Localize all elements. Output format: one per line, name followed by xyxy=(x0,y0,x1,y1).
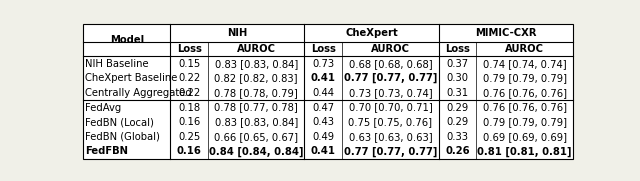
Text: FedAvg: FedAvg xyxy=(85,103,122,113)
Text: 0.70 [0.70, 0.71]: 0.70 [0.70, 0.71] xyxy=(349,103,432,113)
Text: Loss: Loss xyxy=(445,44,470,54)
Text: 0.69 [0.69, 0.69]: 0.69 [0.69, 0.69] xyxy=(483,132,566,142)
Text: 0.84 [0.84, 0.84]: 0.84 [0.84, 0.84] xyxy=(209,146,303,157)
Text: 0.22: 0.22 xyxy=(178,88,200,98)
Text: 0.49: 0.49 xyxy=(312,132,334,142)
Text: 0.30: 0.30 xyxy=(447,73,468,83)
Text: 0.26: 0.26 xyxy=(445,146,470,156)
Text: Model: Model xyxy=(109,35,144,45)
Text: 0.33: 0.33 xyxy=(447,132,468,142)
Text: 0.79 [0.79, 0.79]: 0.79 [0.79, 0.79] xyxy=(483,117,566,127)
Text: 0.78 [0.77, 0.78]: 0.78 [0.77, 0.78] xyxy=(214,103,298,113)
Text: 0.73: 0.73 xyxy=(312,59,334,69)
Text: 0.77 [0.77, 0.77]: 0.77 [0.77, 0.77] xyxy=(344,73,437,83)
Text: 0.43: 0.43 xyxy=(312,117,334,127)
Text: 0.15: 0.15 xyxy=(178,59,200,69)
Text: 0.29: 0.29 xyxy=(446,117,468,127)
Text: 0.68 [0.68, 0.68]: 0.68 [0.68, 0.68] xyxy=(349,59,432,69)
Text: 0.25: 0.25 xyxy=(178,132,200,142)
Text: 0.76 [0.76, 0.76]: 0.76 [0.76, 0.76] xyxy=(483,88,566,98)
Text: 0.44: 0.44 xyxy=(312,88,334,98)
Text: 0.77 [0.77, 0.77]: 0.77 [0.77, 0.77] xyxy=(344,146,437,157)
Text: 0.66 [0.65, 0.67]: 0.66 [0.65, 0.67] xyxy=(214,132,298,142)
Text: 0.79 [0.79, 0.79]: 0.79 [0.79, 0.79] xyxy=(483,73,566,83)
Text: 0.16: 0.16 xyxy=(177,146,202,156)
Text: 0.83 [0.83, 0.84]: 0.83 [0.83, 0.84] xyxy=(214,117,298,127)
Text: 0.81 [0.81, 0.81]: 0.81 [0.81, 0.81] xyxy=(477,146,572,157)
Text: FedFBN: FedFBN xyxy=(85,146,129,156)
Text: AUROC: AUROC xyxy=(505,44,544,54)
Text: 0.75 [0.75, 0.76]: 0.75 [0.75, 0.76] xyxy=(348,117,433,127)
Text: 0.41: 0.41 xyxy=(311,73,336,83)
Text: CheXpert: CheXpert xyxy=(345,28,398,38)
Text: Loss: Loss xyxy=(311,44,336,54)
Text: 0.31: 0.31 xyxy=(447,88,468,98)
Text: 0.47: 0.47 xyxy=(312,103,334,113)
Text: Loss: Loss xyxy=(177,44,202,54)
Text: AUROC: AUROC xyxy=(371,44,410,54)
Text: FedBN (Local): FedBN (Local) xyxy=(85,117,154,127)
Text: AUROC: AUROC xyxy=(237,44,276,54)
Text: 0.78 [0.78, 0.79]: 0.78 [0.78, 0.79] xyxy=(214,88,298,98)
Text: NIH Baseline: NIH Baseline xyxy=(85,59,149,69)
Text: 0.18: 0.18 xyxy=(178,103,200,113)
Text: 0.37: 0.37 xyxy=(447,59,468,69)
Text: CheXpert Baseline: CheXpert Baseline xyxy=(85,73,178,83)
Text: 0.74 [0.74, 0.74]: 0.74 [0.74, 0.74] xyxy=(483,59,566,69)
Text: MIMIC-CXR: MIMIC-CXR xyxy=(475,28,536,38)
Text: 0.63 [0.63, 0.63]: 0.63 [0.63, 0.63] xyxy=(349,132,432,142)
Text: FedBN (Global): FedBN (Global) xyxy=(85,132,160,142)
Text: 0.73 [0.73, 0.74]: 0.73 [0.73, 0.74] xyxy=(349,88,432,98)
Text: 0.16: 0.16 xyxy=(178,117,200,127)
Text: NIH: NIH xyxy=(227,28,248,38)
Text: 0.29: 0.29 xyxy=(446,103,468,113)
Text: 0.76 [0.76, 0.76]: 0.76 [0.76, 0.76] xyxy=(483,103,566,113)
Text: 0.22: 0.22 xyxy=(178,73,200,83)
Text: 0.83 [0.83, 0.84]: 0.83 [0.83, 0.84] xyxy=(214,59,298,69)
Text: Centrally Aggregated: Centrally Aggregated xyxy=(85,88,192,98)
Text: 0.82 [0.82, 0.83]: 0.82 [0.82, 0.83] xyxy=(214,73,298,83)
Text: 0.41: 0.41 xyxy=(311,146,336,156)
